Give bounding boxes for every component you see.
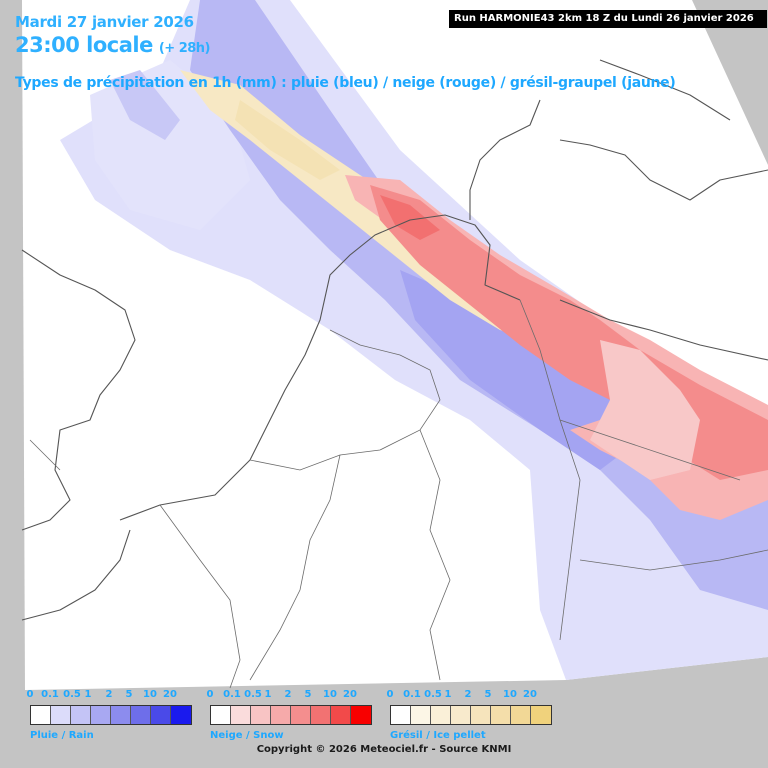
legend-swatch: [471, 706, 491, 724]
legend-swatch: [531, 706, 551, 724]
legend-snow-ticks: 0 0.1 0.5 1 2 5 10 20: [206, 689, 372, 703]
legend-swatch: [251, 706, 271, 724]
model-run-label: Run HARMONIE43 2km 18 Z du Lundi 26 janv…: [449, 10, 767, 28]
legend-swatch: [31, 706, 51, 724]
legend-tick: 2: [105, 689, 113, 700]
legend-tick: 20: [163, 689, 177, 700]
legend-swatch: [431, 706, 451, 724]
legend-swatch: [411, 706, 431, 724]
legend-swatch: [271, 706, 291, 724]
forecast-date: Mardi 27 janvier 2026: [15, 13, 194, 31]
legend-tick: 1: [264, 689, 272, 700]
legend-swatch: [391, 706, 411, 724]
legend-rain-ticks: 0 0.1 0.5 1 2 5 10 20: [26, 689, 192, 703]
coastlines: [21, 59, 768, 621]
legend-swatch: [511, 706, 531, 724]
legend-rain: 0 0.1 0.5 1 2 5 10 20 Pluie / Rain: [26, 689, 192, 741]
legend-tick: 2: [284, 689, 292, 700]
legend-tick: 5: [125, 689, 133, 700]
legend-tick: 1: [84, 689, 92, 700]
legend-ice-pellet-label: Grésil / Ice pellet: [390, 730, 486, 741]
legend-ice-pellet: 0 0.1 0.5 1 2 5 10 20 Grésil / Ice pelle…: [386, 689, 552, 741]
legend-tick: 0: [26, 689, 34, 700]
legend-swatch: [211, 706, 231, 724]
legend-swatch: [231, 706, 251, 724]
forecast-lead-time: (+ 28h): [158, 41, 211, 56]
legend-swatch: [171, 706, 191, 724]
legend-snow: 0 0.1 0.5 1 2 5 10 20 Neige / Snow: [206, 689, 372, 741]
legend-ice-pellet-ticks: 0 0.1 0.5 1 2 5 10 20: [386, 689, 552, 703]
legend-swatch: [111, 706, 131, 724]
legend-rain-swatches: [30, 705, 192, 725]
legend-snow-label: Neige / Snow: [210, 730, 284, 741]
legend-swatch: [91, 706, 111, 724]
legend-swatch: [331, 706, 351, 724]
map-subtitle: Types de précipitation en 1h (mm) : plui…: [15, 75, 676, 91]
copyright: Copyright © 2026 Meteociel.fr - Source K…: [256, 744, 512, 755]
legend-snow-swatches: [210, 705, 372, 725]
legend-swatch: [151, 706, 171, 724]
legend-tick: 10: [143, 689, 157, 700]
legend-tick: 0.5: [424, 689, 442, 700]
legend-tick: 1: [444, 689, 452, 700]
legend-tick: 0.1: [223, 689, 241, 700]
legend-tick: 10: [503, 689, 517, 700]
legend-tick: 0.1: [41, 689, 59, 700]
legend-swatch: [351, 706, 371, 724]
legend-swatch: [311, 706, 331, 724]
legend-tick: 2: [464, 689, 472, 700]
legend-swatch: [51, 706, 71, 724]
legend-tick: 0.1: [403, 689, 421, 700]
legend-tick: 0.5: [244, 689, 262, 700]
legend-swatch: [491, 706, 511, 724]
legend-tick: 5: [304, 689, 312, 700]
legend-tick: 20: [523, 689, 537, 700]
legend-swatch: [451, 706, 471, 724]
legend-tick: 0: [386, 689, 394, 700]
legend-tick: 5: [484, 689, 492, 700]
legend-tick: 0: [206, 689, 214, 700]
forecast-time-value: 23:00 locale: [15, 33, 153, 57]
legend-swatch: [131, 706, 151, 724]
legend-tick: 20: [343, 689, 357, 700]
legend-swatch: [291, 706, 311, 724]
legend-tick: 10: [323, 689, 337, 700]
forecast-time: 23:00 locale (+ 28h): [15, 33, 211, 57]
legend-ice-pellet-swatches: [390, 705, 552, 725]
legend-rain-label: Pluie / Rain: [30, 730, 94, 741]
borders: [29, 299, 768, 689]
legend-tick: 0.5: [63, 689, 81, 700]
legend-swatch: [71, 706, 91, 724]
